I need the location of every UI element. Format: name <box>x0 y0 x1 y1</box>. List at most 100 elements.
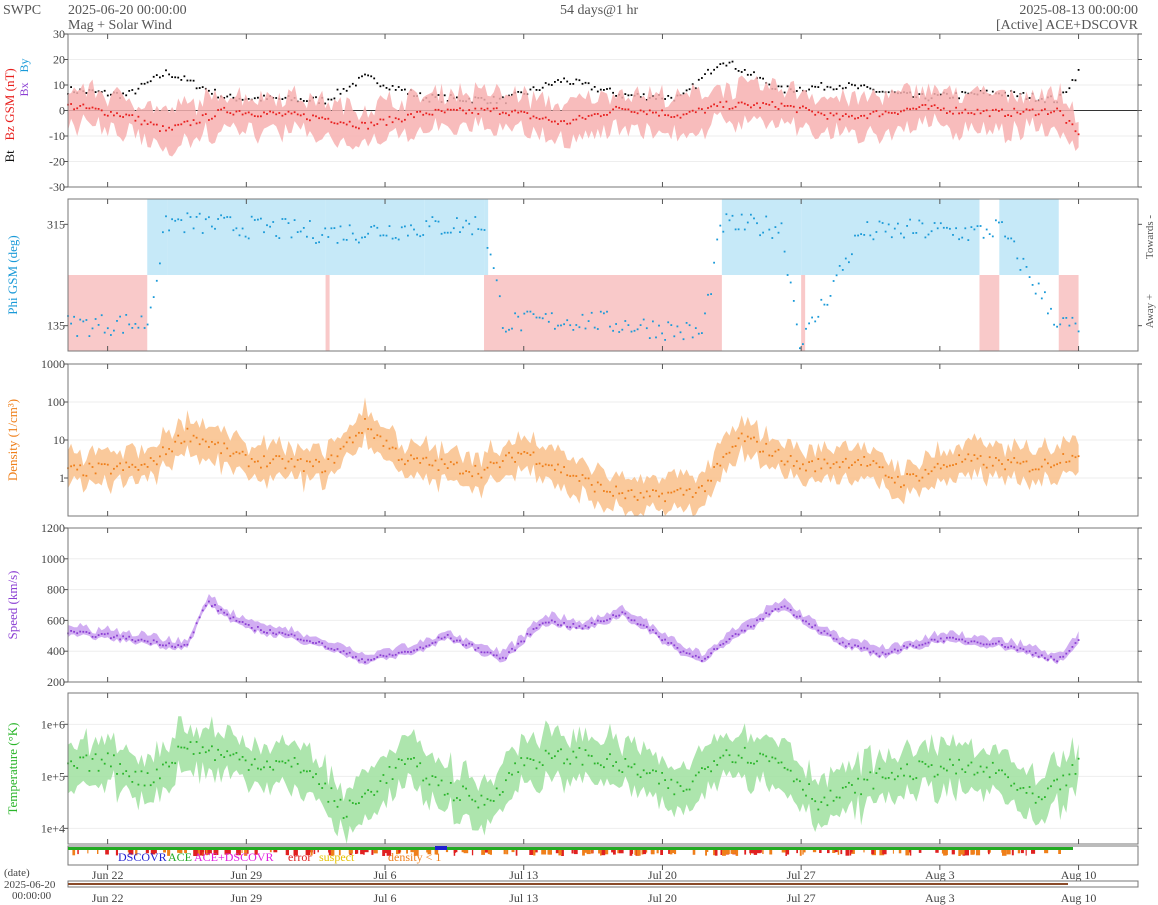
status-flag <box>935 850 939 853</box>
series-point <box>606 114 608 116</box>
series-point <box>437 469 440 471</box>
series-point <box>679 651 682 654</box>
status-flag <box>964 850 969 856</box>
series-point <box>679 487 682 490</box>
series-point <box>596 619 599 622</box>
series-point <box>422 234 425 236</box>
series-point <box>973 640 976 643</box>
series-point <box>235 619 238 622</box>
series-point <box>1019 113 1022 115</box>
series-point <box>247 769 250 771</box>
series-point <box>952 636 954 639</box>
series-point <box>860 793 862 796</box>
series-point <box>1062 655 1065 658</box>
status-flag <box>204 850 207 855</box>
series-point <box>517 91 520 93</box>
series-point <box>229 455 232 457</box>
series-point <box>174 76 177 79</box>
series-point <box>73 315 75 318</box>
series-point <box>1062 453 1065 455</box>
series-point <box>563 622 565 624</box>
series-point <box>358 76 360 79</box>
series-point <box>511 110 513 113</box>
series-point <box>713 103 715 106</box>
series-point <box>526 310 529 313</box>
series-point <box>1065 461 1068 463</box>
status-flag <box>863 850 865 853</box>
series-point <box>844 645 847 648</box>
series-point <box>939 109 942 111</box>
series-point <box>312 642 314 644</box>
series-point <box>915 108 918 110</box>
series-point <box>679 116 682 119</box>
series-point <box>217 218 219 220</box>
series-point <box>765 755 768 758</box>
series-point <box>186 120 189 123</box>
series-point <box>106 94 109 97</box>
series-point <box>168 448 170 450</box>
status-flag <box>613 850 616 855</box>
series-point <box>893 778 896 781</box>
series-point <box>275 97 278 99</box>
series-point <box>260 629 262 631</box>
series-point <box>1016 649 1019 652</box>
series-point <box>244 759 247 762</box>
series-point <box>266 632 268 634</box>
series-point <box>728 754 731 757</box>
series-point <box>315 773 317 775</box>
series-point <box>844 86 847 89</box>
series-point <box>468 642 471 645</box>
series-point <box>743 69 746 71</box>
series-point <box>952 112 954 115</box>
series-point <box>514 461 516 463</box>
series-point <box>137 87 140 90</box>
series-point <box>321 787 324 789</box>
series-point <box>1034 652 1037 654</box>
series-point <box>704 312 706 315</box>
series-point <box>477 113 480 115</box>
series-point <box>710 479 712 482</box>
series-point <box>627 489 630 492</box>
series-point <box>159 644 161 646</box>
series-point <box>253 460 256 463</box>
series-point <box>768 454 771 457</box>
series-point <box>578 79 581 82</box>
series-point <box>456 797 458 799</box>
series-point <box>566 625 569 628</box>
series-point <box>394 237 397 239</box>
series-point <box>410 758 412 760</box>
series-point <box>272 458 275 461</box>
series-point <box>688 652 691 655</box>
series-point <box>486 466 489 469</box>
series-point <box>253 758 256 761</box>
series-point <box>596 481 599 484</box>
series-point <box>523 451 526 453</box>
series-point <box>260 768 262 771</box>
series-point <box>296 100 299 103</box>
series-point <box>94 318 97 320</box>
series-point <box>355 655 357 658</box>
series-point <box>220 108 222 111</box>
series-point <box>829 789 832 792</box>
status-flag <box>749 850 753 854</box>
series-point <box>217 610 219 612</box>
status-flag <box>236 850 241 856</box>
series-point <box>688 488 691 490</box>
series-point <box>437 784 440 787</box>
series-point <box>829 112 832 115</box>
series-point <box>91 106 94 109</box>
series-point <box>903 645 905 647</box>
series-point <box>603 766 605 769</box>
series-point <box>612 329 614 332</box>
series-point <box>799 347 801 350</box>
series-point <box>979 112 982 115</box>
series-point <box>734 633 737 635</box>
series-point <box>260 466 262 469</box>
series-point <box>897 775 899 778</box>
series-point <box>866 778 869 781</box>
series-point <box>952 464 954 466</box>
series-point <box>1010 237 1013 240</box>
status-flag <box>152 850 155 853</box>
series-point <box>88 335 91 337</box>
